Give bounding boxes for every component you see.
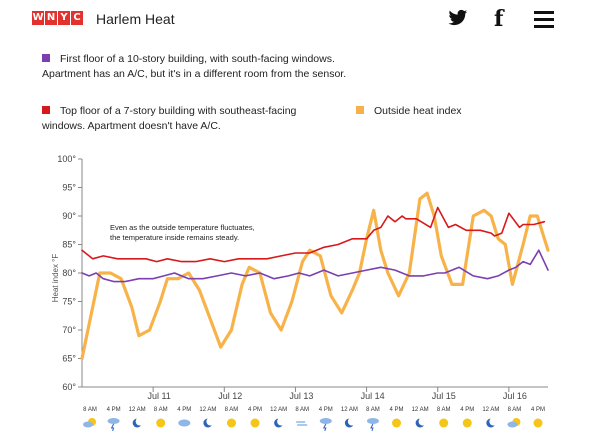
y-tick-label: 70° [62,325,76,335]
time-label: 8 AM [154,407,168,413]
time-label: 4 PM [177,407,191,413]
logo-letter: C [71,11,83,25]
y-tick-label: 80° [62,268,76,278]
red-swatch [42,106,50,114]
sun-icon [392,418,402,428]
legend-top-floor-text: Top floor of a 7-story building with sou… [42,105,297,132]
x-tick-label: Jul 11 [147,391,170,401]
y-tick-label: 75° [62,297,76,307]
series-line-top-floor [81,206,546,263]
cloudy-icon [178,419,191,427]
sun-icon [439,418,449,428]
time-label: 12 AM [482,407,499,413]
time-label: 12 AM [341,407,358,413]
windy-icon [296,421,308,426]
annotation-line: the temperature inside remains steady. [110,233,239,242]
header-bar: W N Y C Harlem Heat f [0,0,596,40]
x-tick-label: Jul 15 [432,391,456,401]
time-label: 4 PM [107,407,121,413]
y-tick-label: 85° [62,240,76,250]
orange-swatch [356,106,364,114]
partly-cloudy-icon [83,418,96,428]
x-tick-label: Jul 12 [218,391,242,401]
time-label: 4 PM [319,407,333,413]
time-label: 8 AM [508,407,522,413]
y-tick-label: 60° [62,382,76,392]
logo-letter: N [45,11,57,25]
time-label: 8 AM [225,407,239,413]
wnyc-logo[interactable]: W N Y C [32,11,84,25]
time-label: 8 AM [295,407,309,413]
annotation-line: Even as the outside temperature fluctuat… [110,223,255,232]
y-tick-label: 90° [62,211,76,221]
x-tick-label: Jul 13 [289,391,313,401]
x-tick-label: Jul 16 [503,391,527,401]
time-label: 12 AM [129,407,146,413]
moon-icon [203,417,215,428]
y-tick-label: 95° [62,183,76,193]
legend-outside-text: Outside heat index [374,105,462,117]
time-label: 4 PM [531,407,545,413]
time-label: 12 AM [270,407,287,413]
legend-outside: Outside heat index [356,104,462,119]
logo-letter: W [32,11,44,25]
sun-icon [226,418,236,428]
series-line-first-floor [81,249,549,283]
moon-icon [132,417,144,428]
y-tick-label: 65° [62,354,76,364]
time-label: 4 PM [390,407,404,413]
storm-icon [319,418,332,431]
y-tick-label: 100° [57,154,76,164]
moon-icon [274,417,286,428]
time-label: 8 AM [366,407,380,413]
moon-icon [486,417,498,428]
time-label: 4 PM [460,407,474,413]
partly-cloudy-icon [507,418,521,428]
storm-icon [366,418,379,431]
time-label: 8 AM [83,407,97,413]
sun-icon [250,418,260,428]
storm-icon [107,418,120,431]
x-tick-label: Jul 14 [361,391,385,401]
legend-top-floor: Top floor of a 7-story building with sou… [42,104,342,134]
sun-icon [462,418,472,428]
time-label: 4 PM [248,407,262,413]
series-line-outside [80,191,550,361]
logo-letter: Y [58,11,70,25]
moon-icon [344,417,356,428]
time-label: 8 AM [437,407,451,413]
sun-icon [533,418,543,428]
purple-swatch [42,54,50,62]
moon-icon [415,417,427,428]
y-axis-label: Heat index °F [51,254,60,303]
menu-icon[interactable] [534,11,554,34]
legend-first-floor-text: First floor of a 10-story building, with… [42,53,347,80]
time-label: 12 AM [199,407,216,413]
page-title: Harlem Heat [96,11,175,27]
sun-icon [156,418,166,428]
time-label: 12 AM [412,407,429,413]
facebook-icon[interactable]: f [494,6,504,32]
legend-first-floor: First floor of a 10-story building, with… [42,52,362,82]
twitter-icon[interactable] [448,9,468,33]
